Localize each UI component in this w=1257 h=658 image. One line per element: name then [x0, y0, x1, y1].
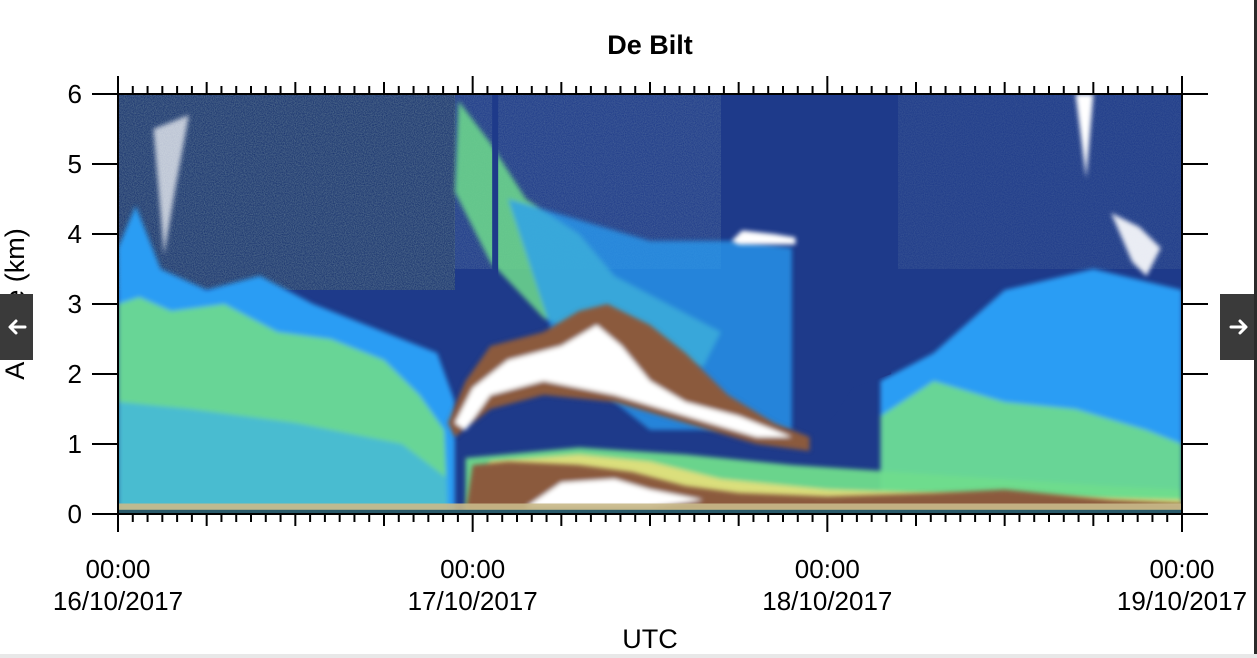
x-tick-time: 00:00	[440, 554, 505, 584]
cloud-layers	[153, 94, 1182, 511]
column-gap	[492, 94, 499, 448]
x-axis-label: UTC	[622, 624, 678, 654]
y-tick-label: 2	[68, 359, 82, 389]
y-tick-label: 0	[68, 499, 82, 529]
y-tick-label: 3	[68, 289, 82, 319]
x-tick-time: 00:00	[795, 554, 860, 584]
mid-cloud-white	[454, 325, 792, 437]
x-tick-date: 17/10/2017	[408, 586, 538, 616]
cirrus-white	[1075, 94, 1094, 178]
cirrus-right-white	[1111, 213, 1161, 276]
window-bottom-edge	[0, 654, 1257, 658]
heatmap-area	[118, 94, 1182, 514]
surface-dark	[118, 509, 1182, 514]
y-tick-label: 6	[68, 79, 82, 109]
y-tick-label: 4	[68, 219, 82, 249]
x-tick-date: 16/10/2017	[53, 586, 183, 616]
x-tick-time: 00:00	[85, 554, 150, 584]
thin-cloud-white	[153, 115, 189, 255]
arrow-right-icon	[1229, 319, 1247, 335]
y-tick-label: 5	[68, 149, 82, 179]
arrow-left-icon	[8, 319, 26, 335]
x-tick-date: 18/10/2017	[762, 586, 892, 616]
signal-gap-region	[799, 94, 892, 514]
next-button[interactable]	[1220, 294, 1257, 360]
altocumulus-white	[731, 230, 796, 245]
x-tick-date: 19/10/2017	[1117, 586, 1247, 616]
chart-title: De Bilt	[607, 30, 693, 60]
prev-button[interactable]	[0, 294, 33, 360]
aerosol-lower-day1	[118, 402, 448, 514]
surface-layer	[118, 503, 1182, 514]
window-edge	[1254, 0, 1257, 658]
y-tick-label: 1	[68, 429, 82, 459]
x-tick-time: 00:00	[1149, 554, 1214, 584]
low-cloud-white	[525, 479, 704, 507]
